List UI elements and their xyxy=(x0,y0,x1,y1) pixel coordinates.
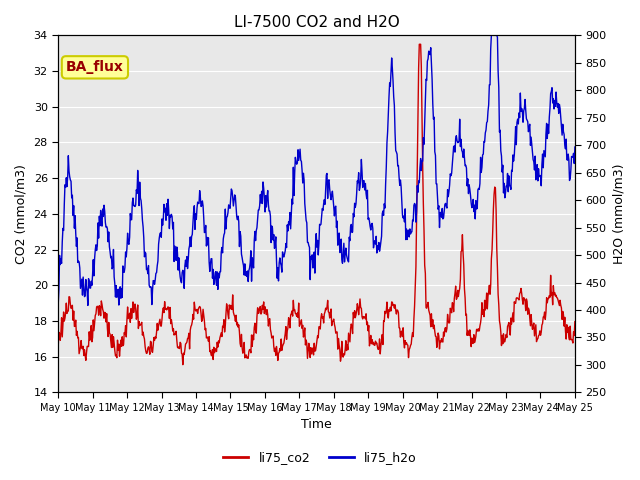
Legend: li75_co2, li75_h2o: li75_co2, li75_h2o xyxy=(218,446,422,469)
Y-axis label: CO2 (mmol/m3): CO2 (mmol/m3) xyxy=(15,164,28,264)
Y-axis label: H2O (mmol/m3): H2O (mmol/m3) xyxy=(612,164,625,264)
X-axis label: Time: Time xyxy=(301,419,332,432)
Text: BA_flux: BA_flux xyxy=(66,60,124,74)
Title: LI-7500 CO2 and H2O: LI-7500 CO2 and H2O xyxy=(234,15,399,30)
